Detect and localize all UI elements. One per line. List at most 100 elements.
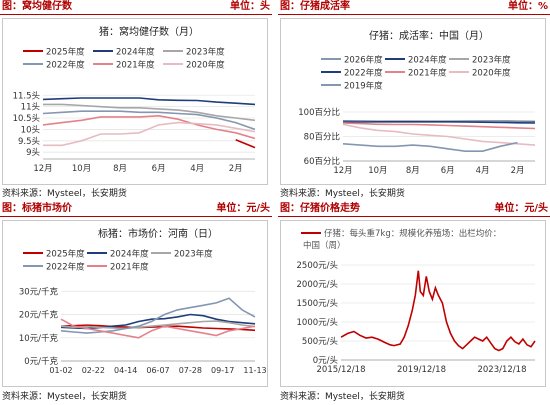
legend-entry: 2024年度: [87, 249, 149, 260]
x-tick-label: 2015/12/18: [317, 365, 366, 375]
chart-survival-rate: 仔猪：成活率：中国（月） 2026年度 2024年度 2023年度 2022年度 2021…: [298, 29, 536, 176]
chart-title: 仔猪：成活率：中国（月）: [369, 29, 489, 42]
chart-frame: 标猪：市场价：河南（日） 2025年度 2024年度 2023年度 2022年度 2021…: [2, 220, 268, 387]
panel-litter-size: 图：窝均健仔数 单位：头 猪：窝均健仔数（月） 2025年度 2024年度 2023年…: [0, 0, 272, 200]
x-tick-label: 8月: [113, 164, 127, 174]
legend-label: 2021年度: [408, 68, 447, 79]
panel-survival-rate: 图：仔猪成活率 单位：% 仔猪：成活率：中国（月） 2026年度 2024年度 202…: [278, 0, 550, 200]
legend-entry: 2023年度: [151, 249, 213, 260]
legend-entry: 2021年度: [93, 60, 155, 71]
x-tick-label: 6月: [441, 166, 455, 176]
x-tick-label: 2月: [511, 166, 525, 176]
y-tick-label: 100百分比: [298, 107, 340, 118]
panel-header: 图：仔猪价格走势 单位：元/头: [278, 202, 550, 217]
series-line-2: [60, 320, 256, 330]
y-tick-label: 1000元/头: [297, 317, 339, 328]
series-line-5: [342, 123, 536, 146]
legend-entry: 2019年度: [321, 81, 383, 92]
legend-label: 2023年度: [186, 47, 225, 58]
x-tick-label: 02-22: [82, 366, 105, 375]
legend-entry: 2025年度: [23, 47, 85, 58]
y-tick-label: 30元/千克: [19, 286, 59, 297]
y-tick-label: 60百分比: [304, 156, 340, 167]
x-tick-label: 2023/12/18: [477, 365, 526, 375]
chart-piglet-price: 仔猪：每头重7kg：规模化养殖场：出栏均价：中国（周） 0元/头 500元/头 100…: [297, 228, 536, 375]
legend-label: 2024年度: [116, 47, 155, 58]
legend-label: 2019年度: [344, 81, 383, 92]
x-tick-label: 4月: [476, 166, 490, 176]
legend-label: 2022年度: [46, 262, 85, 273]
x-tick-label: 10月: [72, 164, 91, 174]
x-tick-label: 04-14: [114, 366, 137, 375]
series-line-6: [342, 141, 518, 152]
legend-entry: 2020年度: [449, 68, 511, 79]
y-tick-label: 1500元/头: [297, 298, 339, 309]
legend-entry: 2024年度: [93, 47, 155, 58]
series-line-4: [42, 114, 256, 140]
panel-unit: 单位：元/头: [494, 203, 548, 214]
legend-entry: 2022年度: [23, 262, 85, 273]
x-tick-label: 07-28: [179, 366, 202, 375]
legend-label: 2021年度: [110, 262, 149, 273]
legend-label: 2025年度: [46, 47, 85, 58]
legend-entry: 2023年度: [163, 47, 225, 58]
x-tick-label: 6月: [152, 164, 166, 174]
x-tick-label: 06-07: [146, 366, 169, 375]
panel-unit: 单位：元/头: [216, 203, 270, 214]
y-tick-label: 20元/千克: [19, 310, 59, 321]
series-line-3: [60, 297, 256, 334]
panel-title: 图：仔猪价格走势: [280, 203, 360, 214]
panel-unit: 单位：头: [230, 1, 270, 12]
chart-title: 仔猪：每头重7kg：规模化养殖场：出栏均价：中国（周）: [303, 228, 501, 251]
source-note: 资料来源：Mysteel，长安期货: [2, 392, 127, 402]
series-line-5: [43, 121, 256, 147]
legend-label: 2023年度: [174, 249, 213, 260]
series-line-0: [60, 324, 256, 332]
x-tick-label: 12月: [33, 164, 52, 174]
legend-label: 2026年度: [344, 55, 383, 66]
x-tick-label: 2019/12/18: [397, 365, 446, 375]
source-note: 资料来源：Mysteel，长安期货: [280, 392, 405, 402]
legend-entry: 2021年度: [385, 68, 447, 79]
chart-frame: 仔猪：每头重7kg：规模化养殖场：出栏均价：中国（周） 0元/头 500元/头 100…: [280, 220, 546, 387]
y-tick-label: 10头: [21, 124, 41, 135]
legend-label: 2022年度: [344, 68, 383, 79]
y-tick-label: 11.5头: [13, 90, 41, 101]
series-line-0: [340, 270, 536, 352]
source-note: 资料来源：Mysteel，长安期货: [2, 189, 127, 199]
panel-unit: 单位：%: [507, 1, 548, 12]
series-line-0: [235, 138, 256, 149]
chart-frame: 仔猪：成活率：中国（月） 2026年度 2024年度 2023年度 2022年度 2021…: [280, 18, 546, 185]
x-tick-label: 09-17: [211, 366, 234, 375]
x-tick-label: 8月: [406, 166, 420, 176]
panel-header: 图：窝均健仔数 单位：头: [0, 0, 272, 15]
y-tick-label: 500元/头: [302, 336, 339, 347]
legend-label: 2024年度: [110, 249, 149, 260]
y-tick-label: 80百分比: [304, 132, 340, 143]
legend-entry: 2022年度: [23, 60, 85, 71]
chart-litter-size: 猪：窝均健仔数（月） 2025年度 2024年度 2023年度 2022年度 2021年度…: [13, 25, 256, 174]
y-tick-label: 11头: [21, 102, 41, 113]
panel-header: 图：标猪市场价 单位：元/头: [0, 202, 272, 217]
legend-entry: 2023年度: [449, 55, 511, 66]
x-tick-label: 2月: [229, 164, 243, 174]
y-tick-label: 2500元/头: [297, 260, 339, 271]
y-tick-label: 0元/头: [313, 355, 339, 366]
legend-entry: 2024年度: [385, 55, 447, 66]
panel-piglet-price: 图：仔猪价格走势 单位：元/头 仔猪：每头重7kg：规模化养殖场：出栏均价：中国…: [278, 202, 550, 405]
y-tick-label: 10.5头: [13, 113, 41, 124]
legend-label: 2023年度: [472, 55, 511, 66]
x-tick-label: 11-13: [243, 366, 266, 375]
chart-hog-price: 标猪：市场价：河南（日） 2025年度 2024年度 2023年度 2022年度 2021…: [19, 227, 267, 375]
legend-label: 2020年度: [472, 68, 511, 79]
legend-entry: 2022年度: [321, 68, 383, 79]
legend-entry: 2021年度: [87, 262, 149, 273]
series-line-3: [42, 110, 256, 131]
legend-entry: 2026年度: [321, 55, 383, 66]
y-tick-label: 9.5头: [18, 136, 41, 147]
x-tick-label: 10月: [368, 166, 387, 176]
legend-label: 2021年度: [116, 60, 155, 71]
series-line-1: [60, 313, 256, 330]
chart-title: 标猪：市场价：河南（日）: [98, 227, 218, 240]
y-tick-label: 10元/千克: [19, 333, 59, 344]
